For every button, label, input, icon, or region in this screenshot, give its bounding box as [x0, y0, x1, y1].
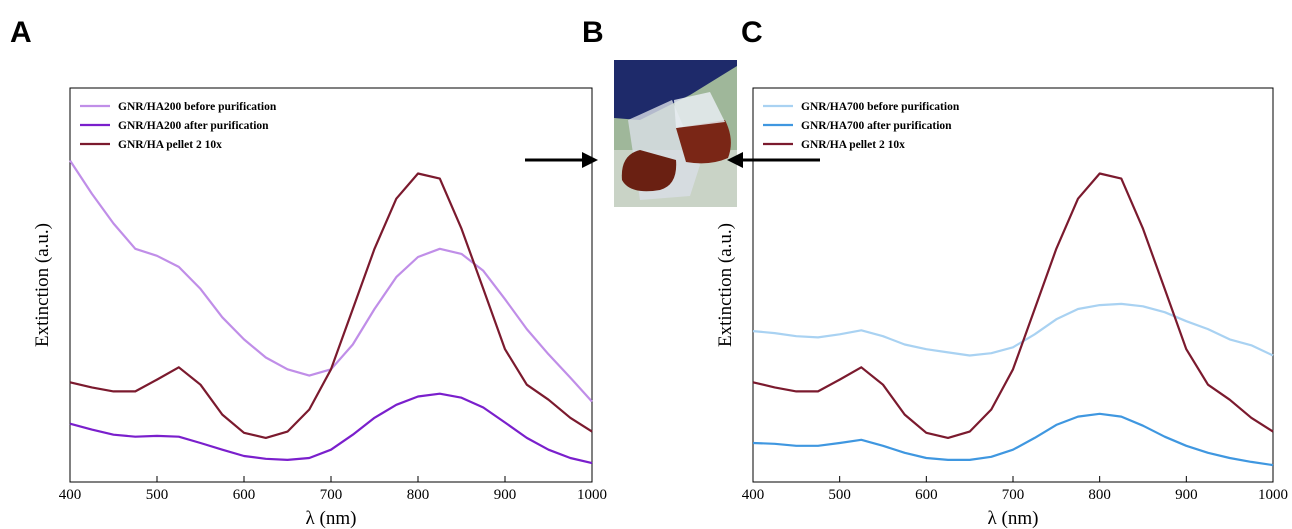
x-tick-label: 800: [1088, 487, 1111, 503]
line-series: [752, 412, 1274, 467]
line-series: [69, 392, 593, 465]
legend-label: GNR/HA700 before purification: [801, 101, 960, 113]
x-tick-label: 700: [320, 487, 343, 503]
y-axis-title: Extinction (a.u.): [715, 223, 736, 347]
panel-label: C: [741, 16, 763, 49]
x-tick-label: 600: [915, 487, 938, 503]
line-series: [69, 172, 593, 439]
x-tick-label: 1000: [577, 487, 607, 503]
legend-label: GNR/HA pellet 2 10x: [801, 139, 905, 151]
panel-label: B: [582, 16, 604, 49]
x-tick-label: 900: [1175, 487, 1198, 503]
x-axis-title: λ (nm): [306, 508, 357, 529]
x-tick-label: 500: [146, 487, 169, 503]
x-tick-label: 800: [407, 487, 430, 503]
legend-label: GNR/HA200 before purification: [118, 101, 277, 113]
x-tick-label: 400: [59, 487, 82, 503]
x-tick-label: 1000: [1258, 487, 1288, 503]
x-tick-label: 600: [233, 487, 256, 503]
line-series: [752, 302, 1274, 357]
legend-label: GNR/HA200 after purification: [118, 120, 269, 132]
x-tick-label: 400: [742, 487, 765, 503]
x-tick-label: 700: [1002, 487, 1025, 503]
panel-label: A: [10, 16, 32, 49]
x-axis-title: λ (nm): [988, 508, 1039, 529]
x-tick-label: 500: [828, 487, 851, 503]
x-tick-label: 900: [494, 487, 517, 503]
line-series: [752, 172, 1274, 439]
legend-label: GNR/HA700 after purification: [801, 120, 952, 132]
photo: [614, 60, 737, 207]
y-axis-title: Extinction (a.u.): [32, 223, 53, 347]
legend-label: GNR/HA pellet 2 10x: [118, 139, 222, 151]
